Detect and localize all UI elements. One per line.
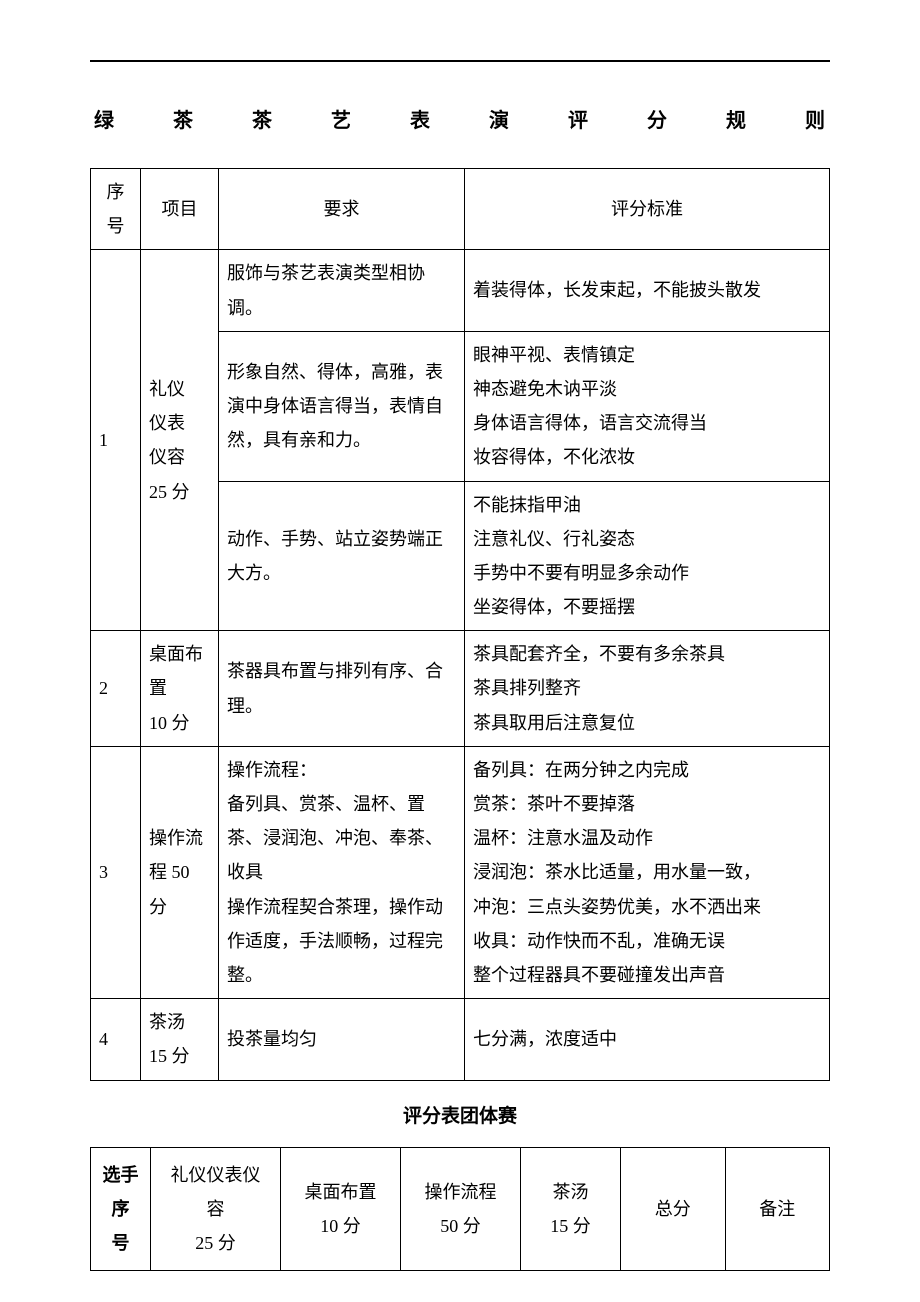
score-header: 桌面布置 10 分 xyxy=(281,1147,401,1271)
score-header: 备注 xyxy=(725,1147,830,1271)
table-row: 4茶汤 15 分投茶量均匀七分满，浓度适中 xyxy=(91,999,830,1080)
standard-cell: 备列具：在两分钟之内完成 赏茶：茶叶不要掉落 温杯：注意水温及动作 浸润泡：茶水… xyxy=(465,746,830,998)
row-number: 4 xyxy=(91,999,141,1080)
title-char: 绿 xyxy=(94,102,115,140)
score-header: 茶汤 15 分 xyxy=(521,1147,621,1271)
standard-cell: 着装得体，长发束起，不能披头散发 xyxy=(465,250,830,331)
scoring-rules-table: 序号项目要求评分标准 1礼仪 仪表 仪容 25 分服饰与茶艺表演类型相协调。着装… xyxy=(90,168,830,1081)
table-row: 2桌面布 置 10 分茶器具布置与排列有序、合理。茶具配套齐全，不要有多余茶具 … xyxy=(91,631,830,747)
row-number: 2 xyxy=(91,631,141,747)
table-header: 项目 xyxy=(141,169,219,250)
standard-cell: 七分满，浓度适中 xyxy=(465,999,830,1080)
row-number: 1 xyxy=(91,250,141,631)
requirement-cell: 操作流程： 备列具、赏茶、温杯、置茶、浸润泡、冲泡、奉茶、收具 操作流程契合茶理… xyxy=(219,746,465,998)
horizontal-rule xyxy=(90,60,830,62)
standard-cell: 眼神平视、表情镇定 神态避免木讷平淡 身体语言得体，语言交流得当 妆容得体，不化… xyxy=(465,331,830,481)
score-header: 选手 序 号 xyxy=(91,1147,151,1271)
row-item: 操作流 程 50 分 xyxy=(141,746,219,998)
requirement-cell: 投茶量均匀 xyxy=(219,999,465,1080)
score-header: 礼仪仪表仪 容 25 分 xyxy=(151,1147,281,1271)
title-char: 演 xyxy=(489,102,510,140)
score-header: 总分 xyxy=(621,1147,726,1271)
row-item: 礼仪 仪表 仪容 25 分 xyxy=(141,250,219,631)
title-char: 表 xyxy=(410,102,431,140)
table-header: 序号 xyxy=(91,169,141,250)
group-score-table: 选手 序 号礼仪仪表仪 容 25 分桌面布置 10 分操作流程 50 分茶汤 1… xyxy=(90,1147,830,1272)
standard-cell: 茶具配套齐全，不要有多余茶具 茶具排列整齐 茶具取用后注意复位 xyxy=(465,631,830,747)
row-number: 3 xyxy=(91,746,141,998)
table-row: 1礼仪 仪表 仪容 25 分服饰与茶艺表演类型相协调。着装得体，长发束起，不能披… xyxy=(91,250,830,331)
requirement-cell: 动作、手势、站立姿势端正大方。 xyxy=(219,481,465,631)
title-char: 则 xyxy=(805,102,826,140)
requirement-cell: 形象自然、得体，高雅，表演中身体语言得当，表情自然，具有亲和力。 xyxy=(219,331,465,481)
score-header: 操作流程 50 分 xyxy=(401,1147,521,1271)
title-char: 茶 xyxy=(173,102,194,140)
title-char: 规 xyxy=(726,102,747,140)
title-char: 分 xyxy=(647,102,668,140)
row-item: 茶汤 15 分 xyxy=(141,999,219,1080)
requirement-cell: 茶器具布置与排列有序、合理。 xyxy=(219,631,465,747)
standard-cell: 不能抹指甲油 注意礼仪、行礼姿态 手势中不要有明显多余动作 坐姿得体，不要摇摆 xyxy=(465,481,830,631)
subtitle: 评分表团体赛 xyxy=(90,1099,830,1135)
title-char: 艺 xyxy=(331,102,352,140)
row-item: 桌面布 置 10 分 xyxy=(141,631,219,747)
title-char: 茶 xyxy=(252,102,273,140)
page-title: 绿茶茶艺表演评分规则 xyxy=(90,102,830,140)
table-row: 3操作流 程 50 分操作流程： 备列具、赏茶、温杯、置茶、浸润泡、冲泡、奉茶、… xyxy=(91,746,830,998)
requirement-cell: 服饰与茶艺表演类型相协调。 xyxy=(219,250,465,331)
title-char: 评 xyxy=(568,102,589,140)
table-header: 评分标准 xyxy=(465,169,830,250)
table-header: 要求 xyxy=(219,169,465,250)
